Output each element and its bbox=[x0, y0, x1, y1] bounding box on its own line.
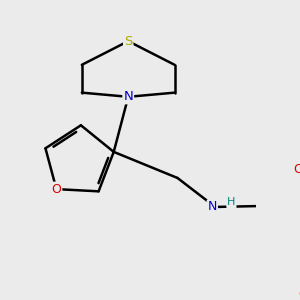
Text: S: S bbox=[124, 35, 132, 48]
Text: N: N bbox=[208, 200, 217, 214]
Text: O: O bbox=[293, 164, 300, 176]
Text: O: O bbox=[52, 183, 61, 196]
Text: N: N bbox=[123, 90, 133, 103]
Text: H: H bbox=[227, 197, 236, 207]
Text: O: O bbox=[298, 288, 300, 300]
